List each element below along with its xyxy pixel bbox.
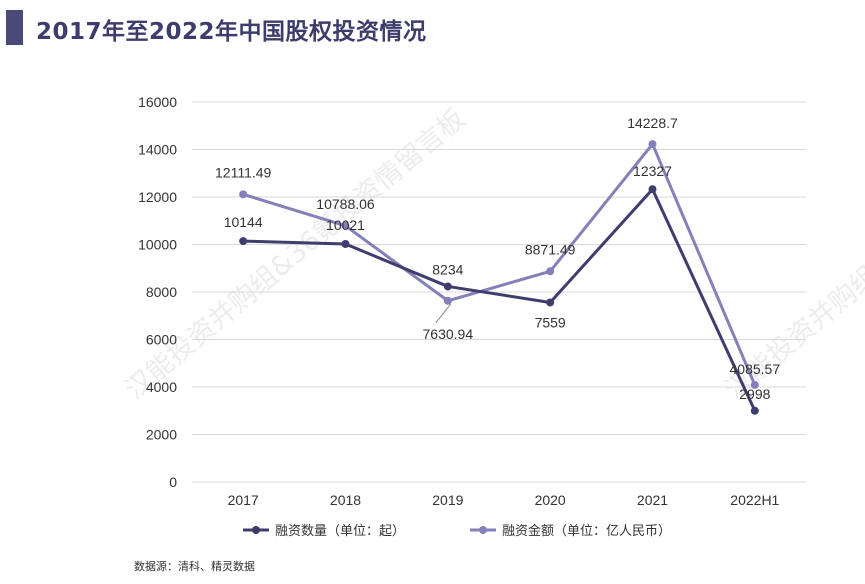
x-tick-label: 2022H1 bbox=[730, 492, 779, 508]
y-tick-label: 4000 bbox=[146, 379, 177, 395]
y-tick-label: 6000 bbox=[146, 332, 177, 348]
legend-label-2: 融资金额（单位：亿人民币） bbox=[502, 523, 671, 539]
page-title: 2017年至2022年中国股权投资情况 bbox=[36, 19, 427, 45]
series-line-1 bbox=[243, 187, 757, 412]
series-1-point bbox=[239, 237, 248, 246]
series-2-point bbox=[546, 267, 555, 276]
series-1-point bbox=[546, 298, 555, 307]
series-1-data-label: 7559 bbox=[535, 314, 566, 330]
y-tick-label: 16000 bbox=[138, 94, 177, 110]
series-1-point bbox=[750, 406, 759, 415]
series-1-data-label: 8234 bbox=[432, 261, 463, 277]
series-2-data-label: 12111.49 bbox=[215, 164, 272, 180]
y-tick-label: 2000 bbox=[146, 427, 177, 443]
series-1-point bbox=[443, 282, 452, 291]
series-1-data-label: 10144 bbox=[224, 214, 263, 230]
series-2-data-label: 14228.7 bbox=[627, 115, 678, 131]
y-tick-label: 10000 bbox=[138, 237, 177, 253]
series-1-point bbox=[648, 185, 657, 194]
series-2-point bbox=[648, 140, 657, 149]
series-1-data-label: 12327 bbox=[633, 163, 672, 179]
source-note: 数据源：清科、精灵数据 bbox=[134, 560, 255, 573]
x-tick-label: 2019 bbox=[432, 492, 463, 508]
y-tick-label: 14000 bbox=[138, 142, 177, 158]
x-tick-label: 2017 bbox=[228, 492, 259, 508]
series-2-point bbox=[341, 221, 350, 230]
title-accent-bar bbox=[6, 10, 23, 45]
series-2-data-label: 10788.06 bbox=[316, 196, 375, 212]
legend-swatch-marker-2 bbox=[479, 526, 487, 534]
legend-label-1: 融资数量（单位：起） bbox=[275, 524, 405, 539]
series-2-data-label: 4085.57 bbox=[730, 361, 781, 377]
series-2-data-label: 7630.94 bbox=[423, 326, 474, 342]
series-1-data-label: 2998 bbox=[739, 386, 770, 402]
x-tick-label: 2018 bbox=[330, 492, 361, 508]
series-1-point bbox=[341, 240, 350, 249]
series-line-2 bbox=[242, 142, 757, 386]
y-tick-label: 12000 bbox=[138, 189, 177, 205]
series-2-point bbox=[750, 380, 759, 389]
series-2-data-label: 8871.49 bbox=[525, 241, 576, 257]
y-tick-label: 0 bbox=[169, 474, 177, 490]
series-2-point bbox=[443, 296, 452, 305]
series-2-point bbox=[239, 190, 248, 199]
legend-swatch-marker-1 bbox=[252, 526, 260, 534]
x-tick-label: 2020 bbox=[535, 492, 566, 508]
label-leader-line bbox=[435, 303, 452, 324]
series-1-data-label: 10021 bbox=[326, 217, 365, 233]
y-tick-label: 8000 bbox=[146, 284, 177, 300]
x-tick-label: 2021 bbox=[637, 492, 668, 508]
